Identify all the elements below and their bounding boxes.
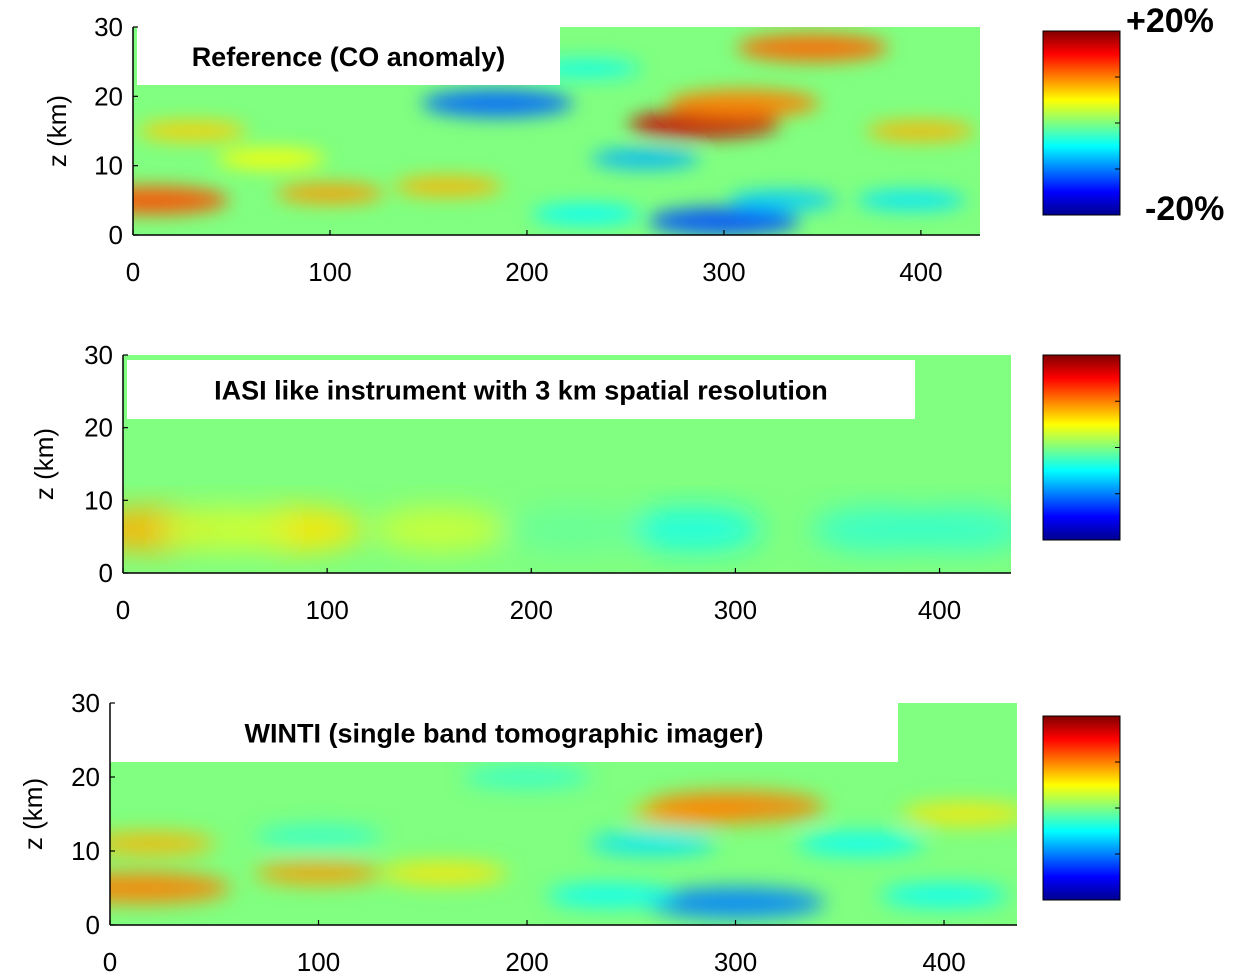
colorbar-max-label: +20% [1126, 2, 1214, 40]
heatmap-cell [588, 832, 717, 855]
heatmap-cell [254, 825, 383, 848]
heatmap-cell [531, 204, 641, 225]
heatmap-cell [645, 887, 826, 919]
heatmap-cell [504, 507, 640, 552]
heatmap-cell [216, 148, 326, 169]
heatmap-cell [880, 884, 1009, 907]
y-tick-label: 0 [99, 558, 113, 588]
y-tick-label: 10 [94, 151, 123, 181]
y-tick-label: 30 [84, 340, 113, 370]
x-tick-label: 300 [714, 947, 757, 977]
heatmap-cell [463, 766, 592, 788]
colorbar [1042, 715, 1121, 901]
colorbar [1042, 30, 1121, 216]
x-tick-label: 300 [702, 257, 745, 287]
chart-title: WINTI (single band tomographic imager) [244, 719, 763, 749]
y-tick-label: 30 [71, 688, 100, 718]
y-tick-label: 10 [71, 836, 100, 866]
chart-title: IASI like instrument with 3 km spatial r… [214, 376, 828, 406]
heatmap-cell [590, 148, 700, 169]
y-tick-label: 20 [94, 81, 123, 111]
legend-box [137, 27, 560, 85]
x-tick-label: 0 [126, 257, 140, 287]
heatmap-cell [736, 33, 889, 62]
x-tick-label: 400 [918, 595, 961, 625]
heatmap-cell [667, 89, 820, 118]
y-tick-label: 0 [109, 220, 123, 250]
heatmap-cell [647, 207, 801, 235]
chart-panel-1: Reference (CO anomaly) 0 100 200 300 400 0 10 20… [42, 12, 1121, 287]
x-tick-label: 0 [116, 595, 130, 625]
x-tick-label: 0 [103, 947, 117, 977]
heatmap-cell [379, 862, 508, 885]
y-tick-label: 20 [71, 762, 100, 792]
heatmap-cell [796, 832, 925, 855]
y-axis-label: z (km) [42, 95, 72, 167]
chart-panel-2: IASI like instrument with 3 km spatial r… [29, 340, 1121, 625]
heatmap-cell [856, 190, 966, 211]
heatmap-cell [133, 186, 229, 215]
x-tick-label: 400 [899, 257, 942, 287]
y-tick-label: 30 [94, 12, 123, 42]
heatmap-cell [728, 190, 838, 211]
y-tick-label: 10 [84, 485, 113, 515]
chart-panel-3: WINTI (single band tomographic imager) 0 1… [18, 688, 1121, 977]
heatmap-cell [110, 832, 216, 855]
heatmap-cell [421, 89, 574, 118]
heatmap-cell [546, 884, 675, 907]
heatmap-cell [137, 121, 247, 141]
legend-box [110, 703, 898, 762]
x-tick-label: 200 [505, 257, 548, 287]
heatmap-cell [372, 507, 507, 552]
x-tick-label: 200 [505, 947, 548, 977]
heatmap-cell [866, 121, 976, 141]
y-tick-label: 0 [86, 910, 100, 940]
chart-title: Reference (CO anomaly) [192, 42, 506, 72]
heatmap-cell [254, 862, 383, 885]
x-tick-label: 400 [922, 947, 965, 977]
x-tick-label: 200 [510, 595, 553, 625]
x-tick-label: 100 [308, 257, 351, 287]
heatmap-cell [645, 791, 826, 822]
heatmap-cell [627, 507, 762, 552]
heatmap-cell [275, 183, 385, 204]
x-tick-label: 300 [714, 595, 757, 625]
x-tick-label: 100 [297, 947, 340, 977]
heatmap-cell [900, 803, 1017, 825]
heatmap-cell [393, 176, 503, 197]
y-axis-label: z (km) [29, 428, 59, 500]
legend-box [127, 360, 915, 419]
heatmap-cell [892, 507, 1011, 552]
heatmap-cell [110, 872, 231, 904]
colorbar [1042, 354, 1121, 541]
colorbar-min-label: -20% [1145, 190, 1224, 228]
x-tick-label: 100 [305, 595, 348, 625]
y-axis-label: z (km) [18, 778, 48, 850]
y-tick-label: 20 [84, 413, 113, 443]
heatmap-cell [157, 507, 293, 552]
